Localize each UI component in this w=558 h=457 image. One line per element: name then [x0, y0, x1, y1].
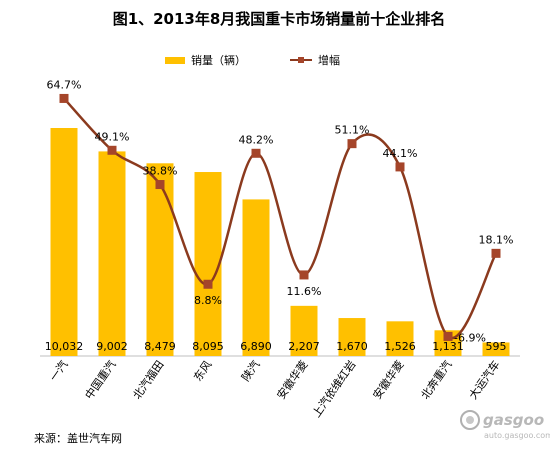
bar-value-label-2: 9,002 — [96, 340, 128, 353]
bar-3 — [146, 163, 174, 356]
growth-marker-5 — [251, 148, 261, 158]
source-note: 来源：盖世汽车网 — [34, 432, 122, 445]
bar-6 — [290, 305, 318, 356]
growth-value-label-4: 8.8% — [194, 294, 222, 307]
bar-value-label-4: 8,095 — [192, 340, 224, 353]
bar-8 — [386, 321, 414, 356]
bar-value-label-7: 1,670 — [336, 340, 368, 353]
chart-legend: 销量（辆） 增幅 — [0, 52, 558, 68]
x-tick-label-8: 安徽华菱 — [370, 358, 407, 402]
growth-value-label-3: 38.8% — [143, 165, 178, 178]
x-tick-label-5: 陕汽 — [238, 358, 262, 384]
bar-value-label-5: 6,890 — [240, 340, 272, 353]
growth-value-label-5: 48.2% — [239, 133, 274, 146]
legend-swatch-growth — [290, 55, 312, 65]
bar-value-label-3: 8,479 — [144, 340, 176, 353]
x-tick-label-3: 北汽福田 — [130, 358, 167, 402]
growth-value-label-2: 49.1% — [95, 130, 130, 143]
legend-swatch-sales — [165, 56, 185, 64]
bar-7 — [338, 318, 366, 356]
x-tick-label-6: 安徽华菱 — [274, 358, 311, 402]
growth-value-label-1: 64.7% — [47, 78, 82, 91]
x-tick-label-7: 上汽依维红岩 — [309, 358, 358, 420]
legend-label-growth: 增幅 — [318, 54, 340, 67]
growth-value-label-10: 18.1% — [479, 233, 514, 246]
growth-value-label-7: 51.1% — [335, 124, 370, 137]
growth-marker-7 — [347, 139, 357, 149]
growth-marker-4 — [203, 279, 213, 289]
growth-marker-9 — [443, 331, 453, 341]
growth-marker-2 — [107, 145, 117, 155]
bar-value-label-6: 2,207 — [288, 340, 320, 353]
growth-value-label-9: -6.9% — [454, 331, 486, 344]
x-tick-label-4: 东风 — [191, 358, 214, 383]
x-tick-label-9: 北奔重汽 — [418, 358, 455, 402]
x-tick-label-10: 大运汽车 — [466, 358, 503, 402]
growth-value-label-8: 44.1% — [383, 147, 418, 160]
growth-marker-3 — [155, 180, 165, 190]
bar-4 — [194, 172, 222, 356]
bar-5 — [242, 199, 270, 356]
growth-marker-1 — [59, 93, 69, 103]
bar-2 — [98, 151, 126, 356]
growth-marker-8 — [395, 162, 405, 172]
bar-value-label-1: 10,032 — [45, 340, 84, 353]
legend-item-growth: 增幅 — [290, 52, 340, 68]
growth-value-label-6: 11.6% — [287, 285, 322, 298]
svg-text:auto.gasgoo.com: auto.gasgoo.com — [484, 431, 550, 440]
bar-10 — [482, 342, 510, 356]
bar-value-label-8: 1,526 — [384, 340, 416, 353]
legend-item-sales: 销量（辆） — [165, 52, 246, 68]
x-tick-label-1: 一汽 — [46, 358, 70, 384]
gasgoo-watermark-logo: gasgoo auto.gasgoo.com — [460, 410, 550, 440]
chart-title: 图1、2013年8月我国重卡市场销量前十企业排名 — [112, 10, 446, 28]
bar-1 — [50, 128, 78, 356]
bar-value-label-9: 1,131 — [432, 340, 464, 353]
svg-text:gasgoo: gasgoo — [483, 411, 544, 429]
growth-marker-6 — [299, 270, 309, 280]
growth-marker-10 — [491, 248, 501, 258]
bar-value-label-10: 595 — [486, 340, 507, 353]
legend-label-sales: 销量（辆） — [191, 54, 246, 67]
x-tick-label-2: 中国重汽 — [82, 358, 119, 402]
